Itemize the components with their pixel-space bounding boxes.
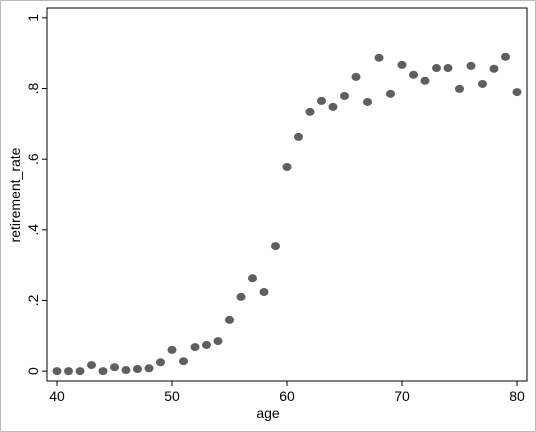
plot-frame (46, 7, 528, 382)
point (477, 79, 487, 88)
point (75, 367, 85, 376)
point (167, 345, 177, 354)
y-axis-title: retirement_rate (7, 147, 23, 242)
point (52, 367, 62, 376)
point (259, 287, 269, 296)
x-tick-label: 60 (279, 388, 295, 404)
y-tick-label: 1 (25, 14, 41, 22)
y-tick-label: .8 (25, 82, 41, 94)
point (385, 89, 395, 98)
point (64, 367, 74, 376)
point (190, 343, 200, 352)
x-tick-label: 40 (49, 388, 65, 404)
point (87, 361, 97, 370)
point (316, 96, 326, 105)
point (408, 70, 418, 79)
point (202, 340, 212, 349)
y-tick-label: 0 (25, 367, 41, 375)
point (351, 72, 361, 81)
point (420, 76, 430, 85)
point (236, 292, 246, 301)
x-tick-label: 50 (164, 388, 180, 404)
point (121, 366, 131, 375)
point (213, 337, 223, 346)
point (293, 132, 303, 141)
point (98, 367, 108, 376)
point (271, 242, 281, 251)
point (500, 52, 510, 61)
point (512, 88, 522, 97)
point (282, 162, 292, 171)
point (225, 315, 235, 324)
point (443, 64, 453, 73)
point (305, 107, 315, 116)
point (144, 364, 154, 373)
point (374, 53, 384, 62)
point (110, 363, 120, 372)
y-tick-label: .4 (25, 224, 41, 236)
point (454, 84, 464, 93)
y-tick-label: .2 (25, 294, 41, 306)
point (179, 357, 189, 366)
point (489, 64, 499, 73)
point (339, 91, 349, 100)
x-tick-label: 70 (394, 388, 410, 404)
point (431, 64, 441, 73)
point (466, 61, 476, 70)
point (133, 364, 143, 373)
point (362, 97, 372, 106)
point (156, 358, 166, 367)
point (328, 102, 338, 111)
x-tick-label: 80 (509, 388, 525, 404)
point (397, 60, 407, 69)
y-tick-label: .6 (25, 153, 41, 165)
x-axis-title: age (256, 405, 280, 421)
point (248, 274, 258, 283)
